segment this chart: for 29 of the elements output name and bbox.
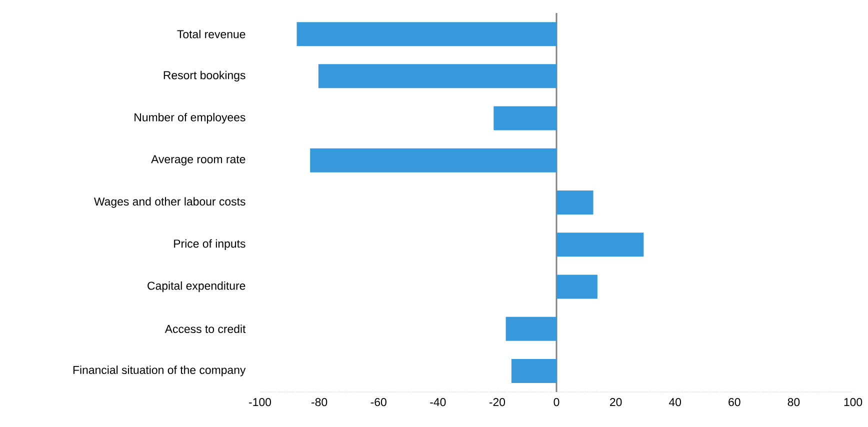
bar (506, 316, 557, 341)
x-tick-label: 20 (610, 398, 622, 406)
x-tick-label: -20 (489, 398, 506, 406)
y-tick-label: Number of employees (134, 112, 246, 124)
x-tick-label: 0 (554, 398, 560, 406)
y-tick-label: Capital expenditure (148, 281, 246, 292)
x-tick-label: -60 (370, 398, 386, 406)
x-tick-label: -80 (312, 398, 328, 406)
bar (310, 148, 557, 172)
y-tick-label: Access to credit (164, 324, 246, 334)
bar (556, 232, 644, 257)
x-tick-label: -100 (249, 398, 272, 406)
y-tick-label: Wages and other labour costs (94, 197, 246, 208)
y-tick-label: Financial situation of the company (73, 366, 246, 376)
bar (318, 64, 557, 88)
x-tick-label: -40 (430, 398, 446, 406)
y-tick-label: Total revenue (177, 30, 246, 38)
y-tick-label: Resort bookings (164, 70, 246, 82)
x-tick-label: 60 (728, 398, 740, 406)
bar (556, 190, 594, 215)
x-tick-label: 80 (788, 398, 800, 406)
bar (511, 358, 557, 383)
bar (556, 274, 598, 299)
x-tick-label: 100 (844, 398, 862, 406)
y-tick-label: Average room rate (151, 155, 246, 166)
bar (494, 106, 557, 130)
y-tick-label: Price of inputs (174, 239, 246, 250)
x-tick-label: 40 (669, 398, 682, 406)
bar (296, 22, 557, 46)
